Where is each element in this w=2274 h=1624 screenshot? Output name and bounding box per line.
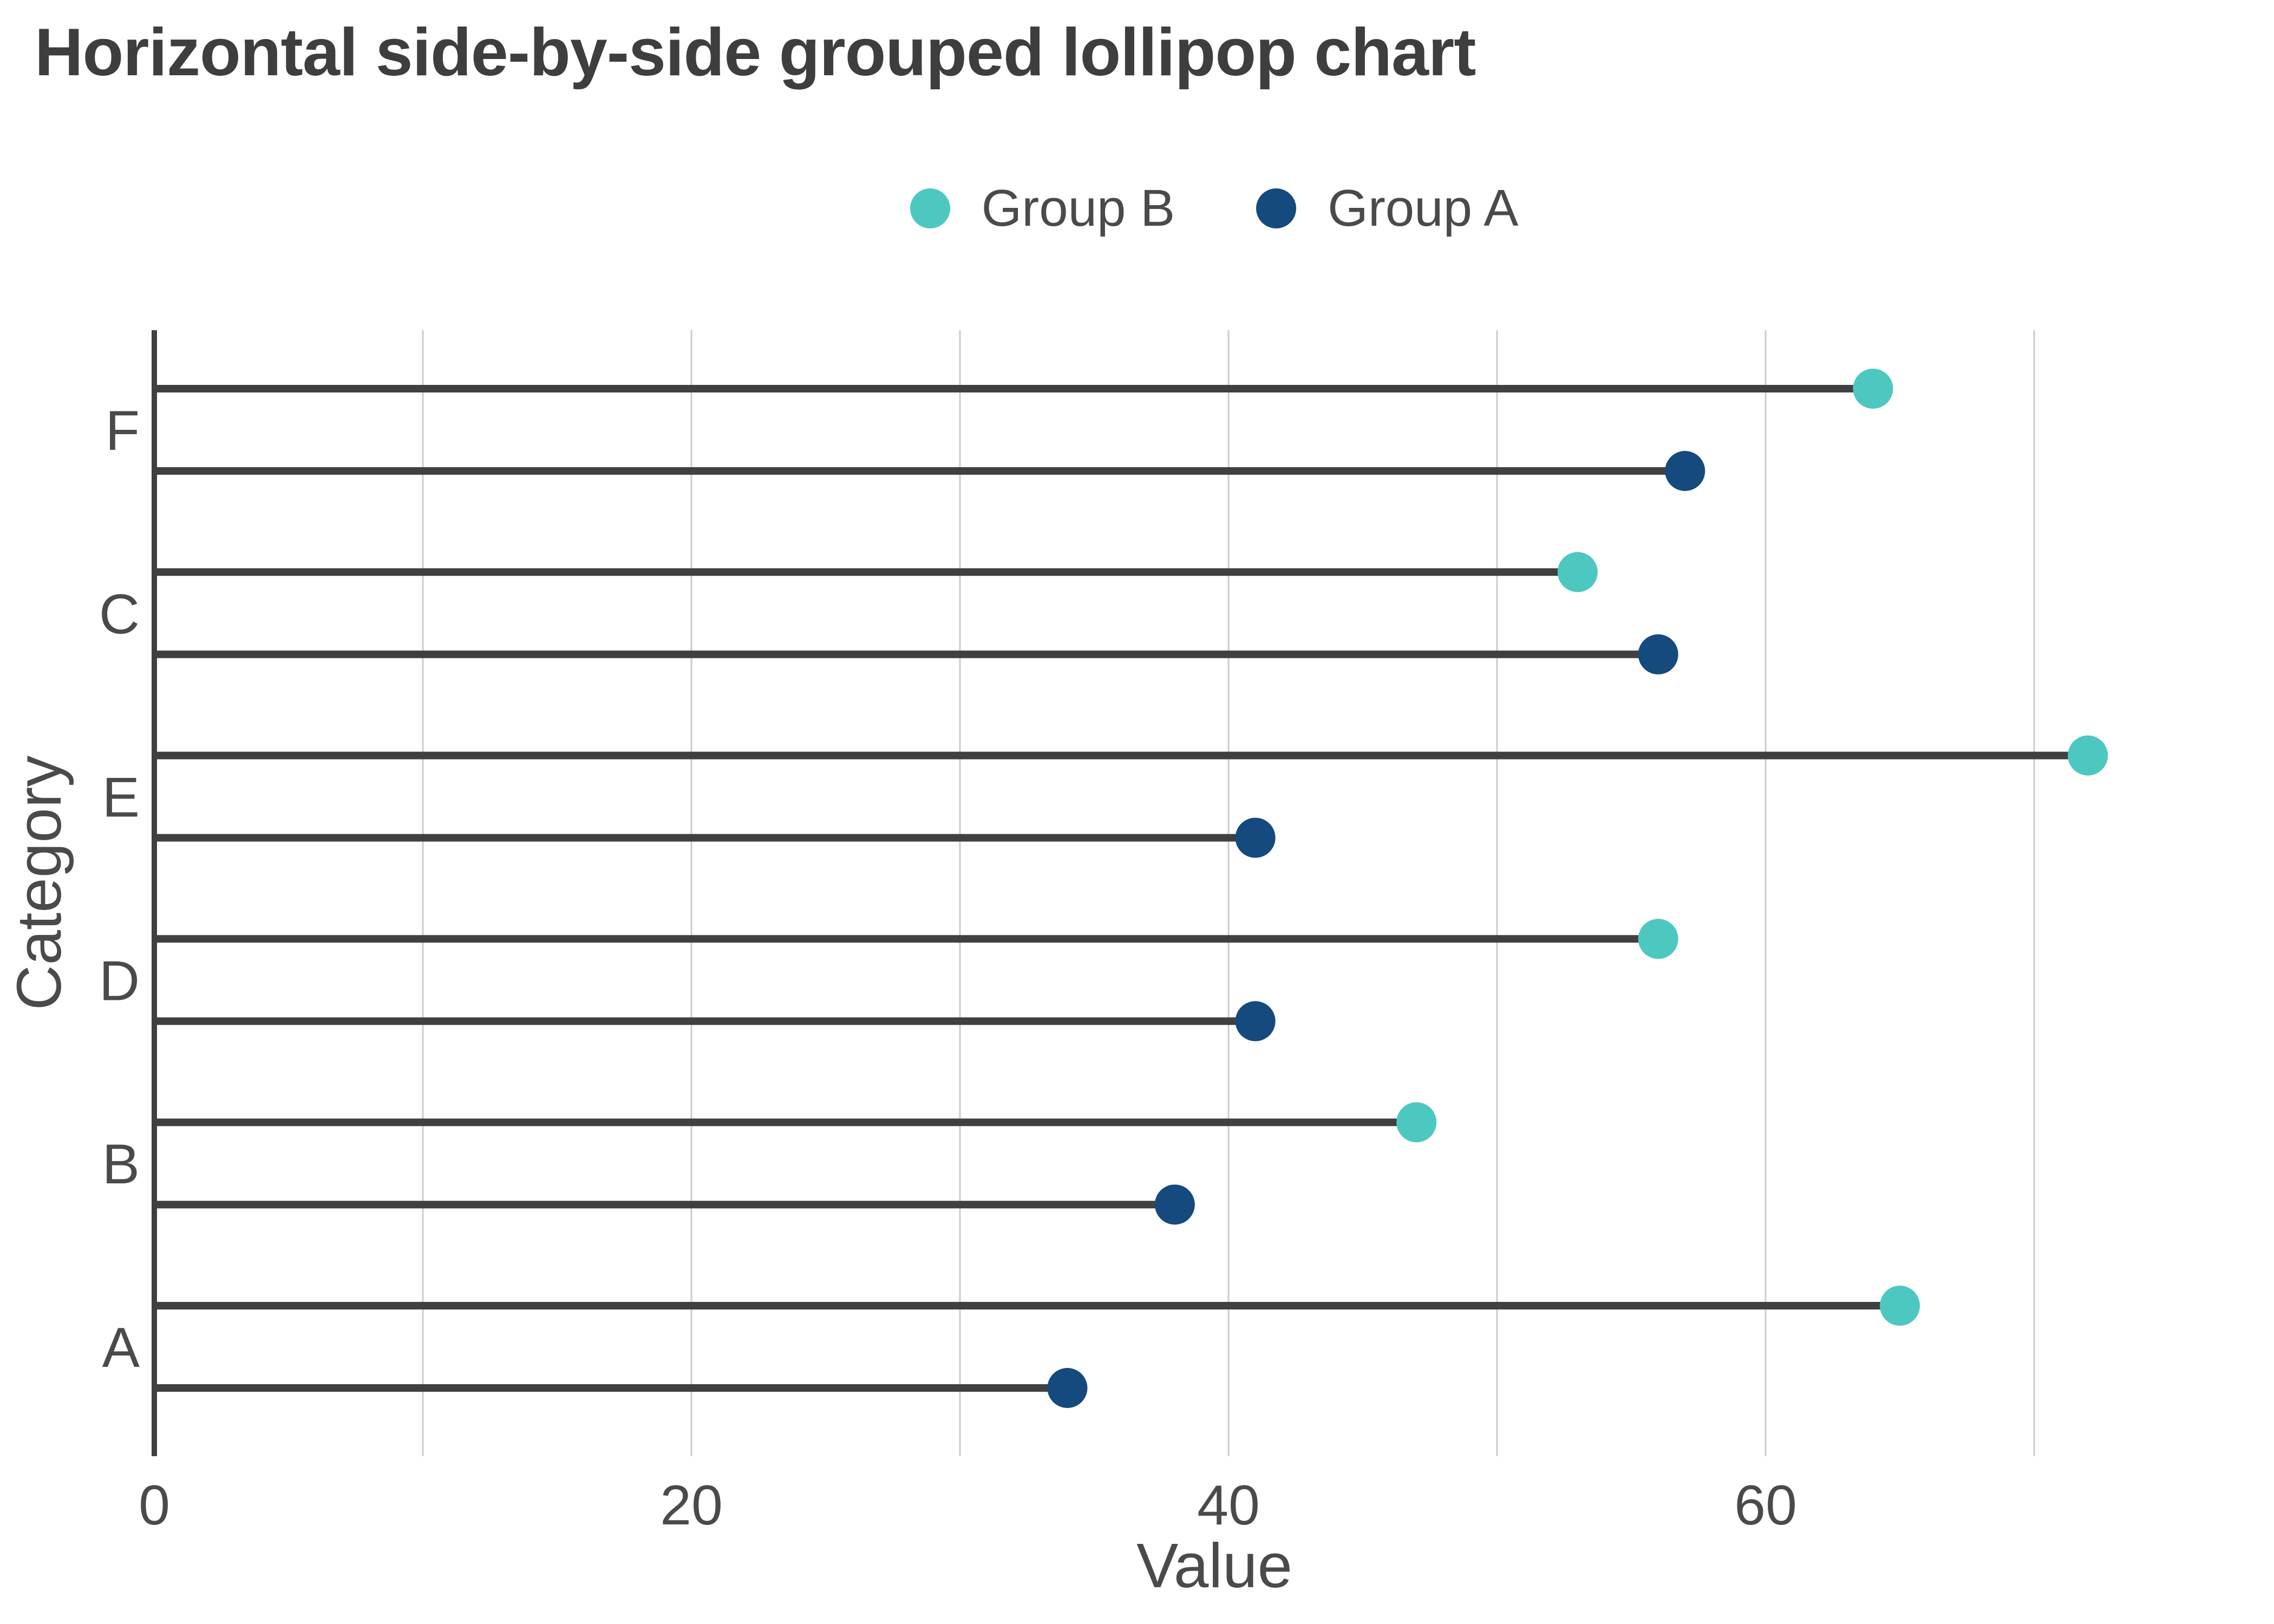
legend-item-group-a: Group A bbox=[1256, 179, 1518, 238]
legend-label-group-b: Group B bbox=[981, 179, 1175, 237]
dot-F-group-a bbox=[1665, 451, 1706, 491]
legend-label-group-a: Group A bbox=[1328, 179, 1519, 237]
y-category-label-E: E bbox=[102, 767, 140, 829]
grid-layer bbox=[152, 330, 2035, 1456]
y-category-label-D: D bbox=[99, 949, 140, 1012]
dot-B-group-a bbox=[1154, 1184, 1195, 1225]
dot-C-group-a bbox=[1638, 634, 1678, 675]
x-tick-label-60: 60 bbox=[1734, 1474, 1797, 1537]
y-category-label-B: B bbox=[102, 1133, 140, 1196]
dot-D-group-a bbox=[1235, 1001, 1276, 1042]
x-tick-label-40: 40 bbox=[1197, 1474, 1260, 1537]
dot-C-group-b bbox=[1557, 552, 1598, 592]
dot-A-group-a bbox=[1047, 1368, 1088, 1408]
dot-D-group-b bbox=[1638, 919, 1678, 959]
legend-item-group-b: Group B bbox=[910, 179, 1175, 238]
x-tick-label-20: 20 bbox=[660, 1474, 723, 1537]
legend: Group B Group A bbox=[154, 173, 2274, 244]
y-axis-title: Category bbox=[4, 756, 74, 1011]
x-tick-label-0: 0 bbox=[139, 1474, 170, 1537]
x-axis-title: Value bbox=[1136, 1530, 1292, 1601]
dot-F-group-b bbox=[1853, 369, 1893, 409]
series-layer bbox=[154, 369, 2108, 1408]
y-category-label-A: A bbox=[102, 1317, 140, 1379]
dot-B-group-b bbox=[1396, 1102, 1437, 1143]
chart-title: Horizontal side-by-side grouped lollipop… bbox=[35, 15, 1476, 90]
axis-layer: 0 20 40 60 F C E D B A bbox=[99, 400, 1797, 1537]
group-a-dot-icon bbox=[1256, 188, 1297, 228]
y-category-label-F: F bbox=[105, 400, 140, 462]
dot-E-group-a bbox=[1235, 817, 1276, 858]
group-b-dot-icon bbox=[910, 188, 950, 228]
dot-A-group-b bbox=[1880, 1286, 1920, 1326]
y-category-label-C: C bbox=[99, 583, 140, 646]
dot-E-group-b bbox=[2068, 735, 2108, 776]
